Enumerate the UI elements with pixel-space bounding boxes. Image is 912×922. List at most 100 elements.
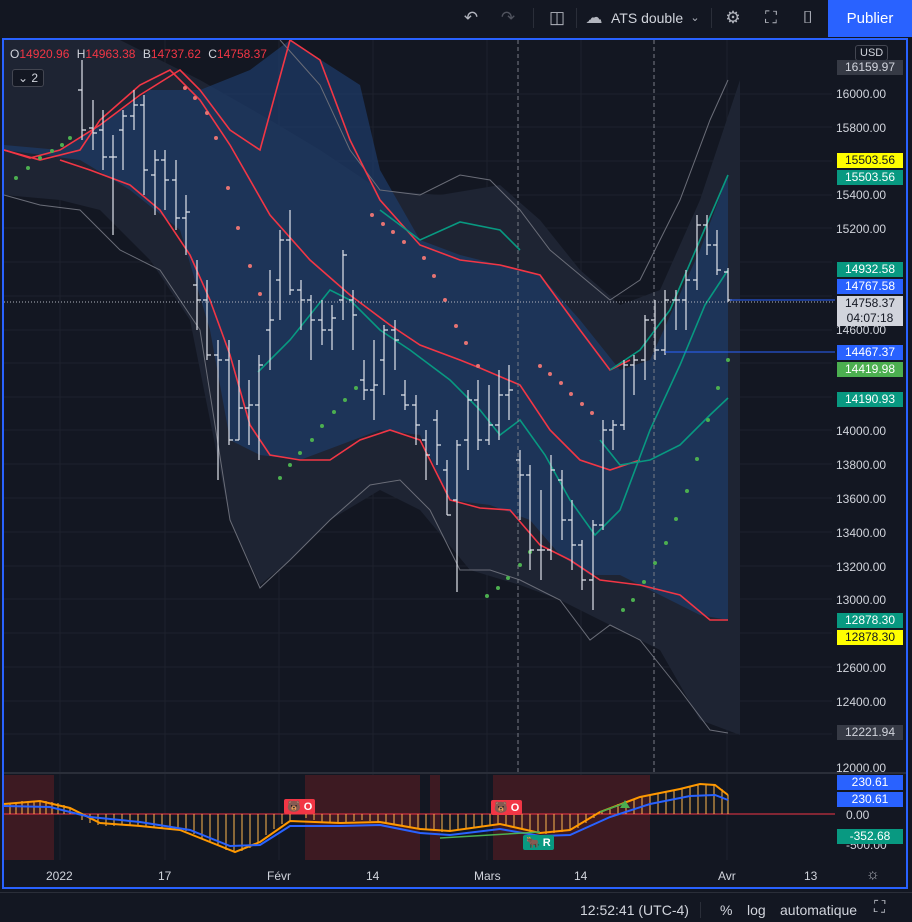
time-tick: Févr bbox=[267, 869, 291, 883]
price-label-green-upper: 14932.58 bbox=[837, 262, 903, 277]
toolbar-divider bbox=[576, 8, 577, 28]
ohlc-bar bbox=[203, 280, 211, 360]
undo-icon[interactable]: ↶ bbox=[463, 8, 479, 27]
price-tick: 13000.00 bbox=[836, 593, 887, 607]
indicator-count: 2 bbox=[31, 71, 39, 85]
ohlc-bar bbox=[214, 340, 222, 480]
ohlc-bar bbox=[380, 325, 388, 395]
price-tick: 14000.00 bbox=[836, 424, 887, 438]
open-key: O bbox=[10, 47, 20, 61]
price-label-yellow-low: 12878.30 bbox=[837, 630, 903, 645]
price-tick: 13600.00 bbox=[836, 492, 887, 506]
ohlc-bar bbox=[672, 290, 680, 330]
buy-marker: 🐂 R bbox=[523, 835, 554, 850]
currency-button[interactable]: USD bbox=[855, 45, 889, 61]
redo-icon[interactable]: ↷ bbox=[500, 8, 516, 27]
ohlc-bar bbox=[485, 385, 493, 445]
sell-marker: 🐻 O bbox=[491, 800, 523, 815]
green-mid-line bbox=[257, 269, 729, 537]
up-arrow-marker bbox=[620, 800, 630, 808]
price-tick: 12600.00 bbox=[836, 661, 887, 675]
ohlc-bar bbox=[349, 290, 357, 350]
low-key: B bbox=[142, 47, 151, 61]
ohlc-bar bbox=[328, 305, 336, 350]
ohlc-bar bbox=[609, 420, 617, 450]
ohlc-bar bbox=[495, 370, 503, 440]
ohlc-bar bbox=[235, 360, 243, 441]
settings-sun-icon[interactable]: ☼ bbox=[866, 866, 880, 883]
ohlc-bar bbox=[599, 420, 607, 530]
ohlc-bar bbox=[630, 355, 638, 395]
time-tick: 17 bbox=[158, 869, 172, 883]
price-tick: 13800.00 bbox=[836, 458, 887, 472]
osc-trend-line bbox=[439, 802, 626, 839]
ohlc-bar bbox=[401, 380, 409, 410]
chevron-down-icon[interactable]: ⌄ bbox=[690, 12, 700, 24]
osc-label-a: 230.61 bbox=[837, 775, 903, 790]
ohlc-bar bbox=[360, 360, 368, 400]
bar-countdown: 04:07:18 bbox=[837, 311, 903, 326]
ohlc-bar bbox=[412, 395, 420, 445]
current-price-label: 14758.37 bbox=[837, 296, 903, 311]
open-value: 14920.96 bbox=[19, 47, 70, 61]
bear-icon: 🐻 bbox=[287, 801, 301, 813]
osc-tick: 0.00 bbox=[846, 808, 870, 822]
percent-toggle[interactable]: % bbox=[720, 902, 733, 918]
ohlc-bars bbox=[78, 60, 732, 610]
price-label-green-mid: 14419.98 bbox=[837, 362, 903, 377]
ohlc-bar bbox=[161, 150, 169, 210]
ohlc-bar bbox=[193, 260, 201, 330]
price-tick: 14600.00 bbox=[836, 323, 887, 337]
status-divider bbox=[700, 902, 701, 918]
maximize-icon[interactable]: ⛶ bbox=[874, 899, 886, 916]
ohlc-bar bbox=[266, 270, 274, 370]
osc-signal-line bbox=[3, 782, 729, 854]
outer-lower-line bbox=[3, 194, 729, 734]
buy-marker-label: R bbox=[542, 837, 551, 849]
ohlc-bar bbox=[661, 290, 669, 355]
ohlc-bar bbox=[339, 250, 347, 320]
price-tick: 15800.00 bbox=[836, 121, 887, 135]
auto-toggle[interactable]: automatique bbox=[780, 902, 858, 918]
time-tick: 14 bbox=[366, 869, 380, 883]
indicator-toggle[interactable]: ⌄ 2 bbox=[12, 69, 45, 87]
ohlc-bar bbox=[641, 315, 649, 380]
top-toolbar: ↶ ↷ ◫ ☁ ATS double ⌄ ⚙ ⛶ ⌷ Publier bbox=[0, 0, 912, 37]
ohlc-bar bbox=[391, 320, 399, 370]
ohlc-bar bbox=[568, 500, 576, 570]
cloud-icon: ☁ bbox=[585, 8, 603, 27]
price-label-top: 16159.97 bbox=[837, 60, 903, 75]
close-value: 14758.37 bbox=[216, 47, 267, 61]
fullscreen-icon[interactable]: ⛶ bbox=[765, 8, 777, 27]
ohlc-bar bbox=[537, 490, 545, 580]
time-tick: Avr bbox=[718, 869, 736, 883]
ohlc-bar bbox=[682, 270, 690, 330]
price-tick: 15400.00 bbox=[836, 188, 887, 202]
ohlc-bar bbox=[703, 215, 711, 255]
ohlc-bar bbox=[99, 110, 107, 170]
sar-dots bbox=[14, 86, 730, 612]
ohlc-bar bbox=[297, 280, 305, 330]
price-tick: 13400.00 bbox=[836, 526, 887, 540]
split-layout-icon[interactable]: ◫ bbox=[548, 8, 566, 27]
ohlc-bar bbox=[526, 465, 534, 570]
ohlc-bar bbox=[620, 360, 628, 430]
bull-icon: 🐂 bbox=[526, 837, 540, 849]
price-label-green-high: 15503.56 bbox=[837, 170, 903, 185]
status-bar: 12:52:41 (UTC-4) % log automatique ⛶ bbox=[0, 892, 912, 922]
ohlc-bar bbox=[453, 440, 461, 592]
sell-marker-label: O bbox=[510, 802, 520, 814]
log-toggle[interactable]: log bbox=[747, 902, 766, 918]
ohlc-bar bbox=[119, 110, 127, 170]
gear-icon[interactable]: ⚙ bbox=[725, 8, 741, 27]
layout-name[interactable]: ATS double bbox=[611, 10, 684, 26]
clock[interactable]: 12:52:41 (UTC-4) bbox=[580, 902, 689, 918]
camera-icon[interactable]: ⌷ bbox=[802, 8, 814, 27]
publish-button[interactable]: Publier bbox=[828, 0, 912, 37]
high-value: 14963.38 bbox=[85, 47, 136, 61]
price-label-green-low: 12878.30 bbox=[837, 613, 903, 628]
sell-marker-label: O bbox=[303, 801, 313, 813]
price-tick: 12000.00 bbox=[836, 761, 887, 775]
ohlc-bar bbox=[713, 230, 721, 275]
